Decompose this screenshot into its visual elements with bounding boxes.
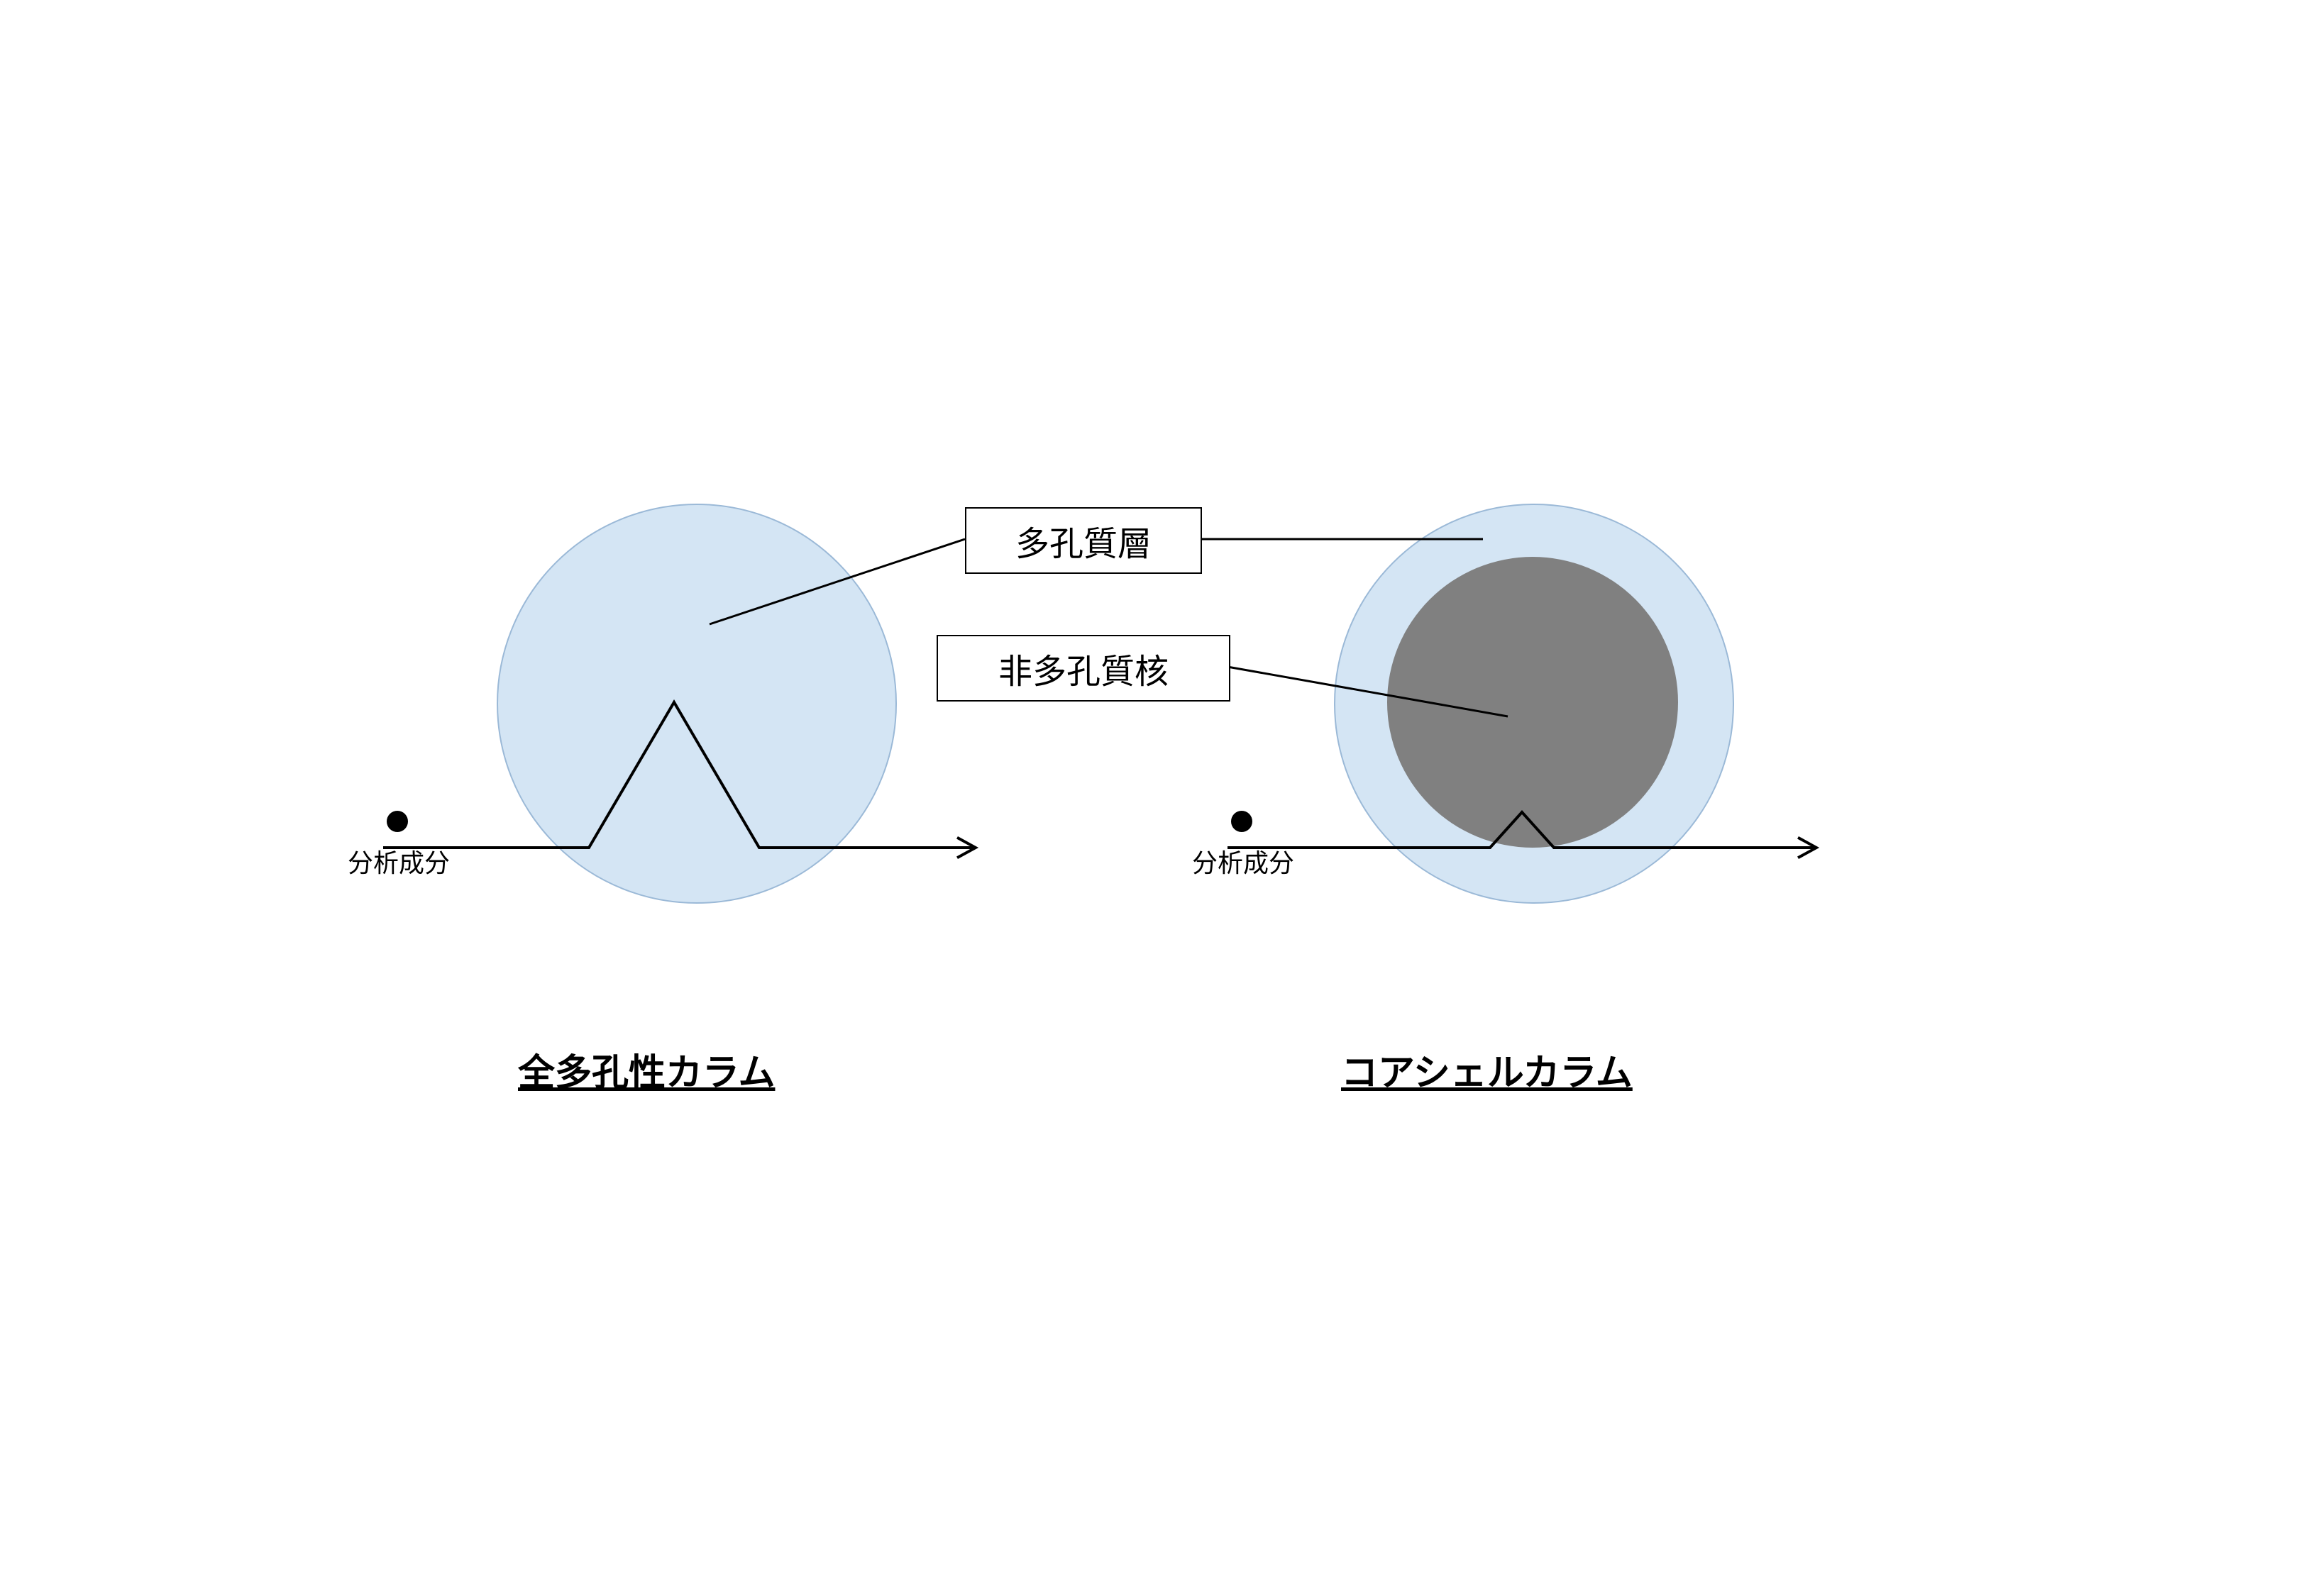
right-title: コアシェルカラム [1341,1043,1633,1096]
right-analyte-label: 分析成分 [1192,843,1294,880]
label-text-porous-layer: 多孔質層 [1015,516,1152,565]
right-analyte-dot [1231,811,1252,832]
left-analyte-label: 分析成分 [348,843,450,880]
left-porous-particle [497,504,897,904]
label-box-nonporous-core: 非多孔質核 [937,635,1230,702]
label-text-nonporous-core: 非多孔質核 [998,643,1169,693]
diagram-canvas: 多孔質層 非多孔質核 分析成分 分析成分 全多孔性カラム コアシェルカラム [0,0,2306,1596]
left-analyte-dot [387,811,408,832]
label-box-porous-layer: 多孔質層 [965,507,1202,574]
line-overlay [0,0,2306,1596]
right-nonporous-core [1387,557,1678,848]
left-title: 全多孔性カラム [518,1043,775,1096]
